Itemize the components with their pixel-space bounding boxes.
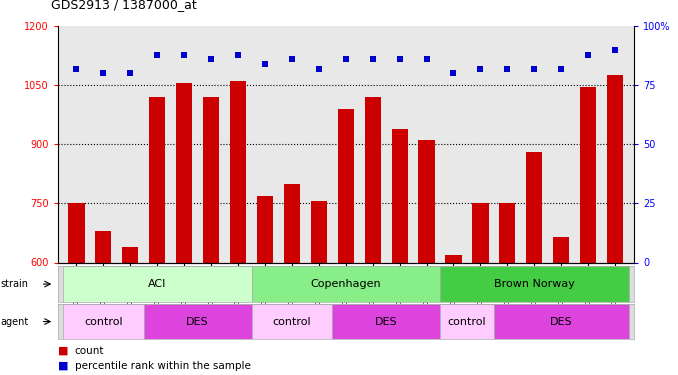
Point (125, 70, 136, 76)
Point (529, 66, 540, 72)
Point (556, 66, 567, 72)
Bar (607, 75, 623, 262)
Bar (96, 231, 111, 262)
Bar (365, 97, 381, 262)
Text: Brown Norway: Brown Norway (494, 279, 575, 289)
Bar (144, 304, 252, 339)
Text: ACI: ACI (148, 279, 167, 289)
Text: GDS2913 / 1387000_at: GDS2913 / 1387000_at (51, 0, 197, 11)
Text: Copenhagen: Copenhagen (311, 279, 381, 289)
Bar (284, 184, 300, 262)
Point (179, 52, 190, 58)
Bar (440, 266, 629, 302)
Point (287, 56, 298, 62)
Point (233, 52, 243, 58)
Point (260, 61, 271, 67)
Text: DES: DES (550, 316, 572, 327)
Bar (122, 247, 138, 262)
Bar (149, 97, 165, 262)
Bar (63, 266, 252, 302)
Point (475, 66, 486, 72)
Text: control: control (84, 316, 123, 327)
Bar (338, 109, 354, 262)
Bar (499, 203, 515, 262)
Bar (68, 203, 85, 262)
Bar (392, 129, 407, 262)
Text: DES: DES (186, 316, 209, 327)
Bar (473, 203, 489, 262)
Point (340, 56, 351, 62)
Bar (440, 304, 494, 339)
Point (71, 66, 82, 72)
Bar (257, 196, 273, 262)
Bar (176, 83, 193, 262)
Text: agent: agent (1, 316, 29, 327)
Point (313, 66, 324, 72)
Text: control: control (447, 316, 486, 327)
Bar (553, 237, 570, 262)
Bar (445, 255, 462, 262)
Text: count: count (75, 346, 104, 355)
Point (421, 56, 432, 62)
Bar (203, 97, 219, 262)
Bar (252, 266, 440, 302)
Point (98, 70, 109, 76)
Text: ■: ■ (58, 346, 68, 355)
Bar (332, 304, 440, 339)
Text: control: control (273, 316, 311, 327)
Bar (580, 87, 596, 262)
Point (610, 47, 620, 53)
Text: DES: DES (375, 316, 397, 327)
Point (205, 56, 216, 62)
Bar (494, 304, 629, 339)
Point (448, 70, 459, 76)
Point (582, 52, 593, 58)
Bar (418, 140, 435, 262)
Text: percentile rank within the sample: percentile rank within the sample (75, 361, 250, 370)
Bar (526, 152, 542, 262)
Point (367, 56, 378, 62)
Bar (252, 304, 332, 339)
Bar (311, 201, 327, 262)
Point (152, 52, 163, 58)
Point (502, 66, 513, 72)
Text: strain: strain (1, 279, 28, 289)
Bar (230, 81, 246, 262)
Text: ■: ■ (58, 361, 68, 370)
Point (394, 56, 405, 62)
Bar (63, 304, 144, 339)
